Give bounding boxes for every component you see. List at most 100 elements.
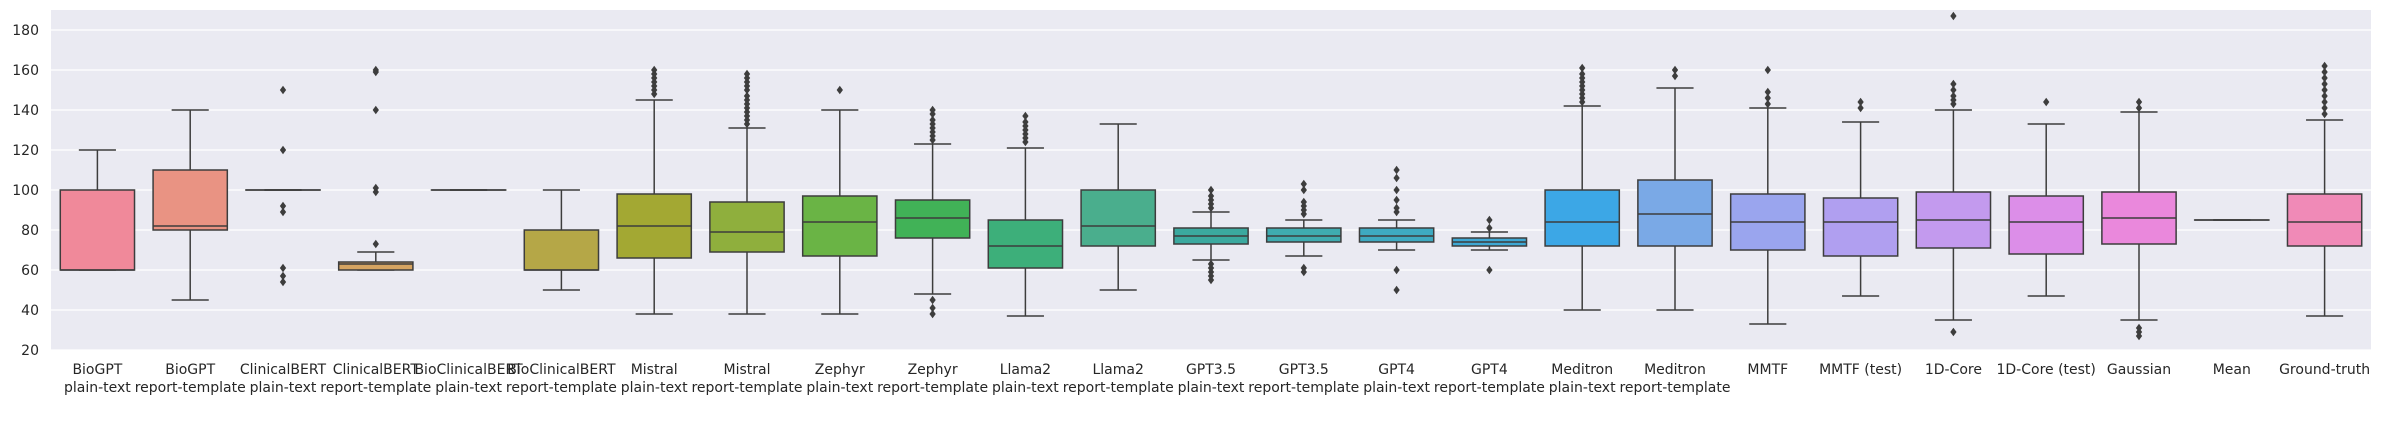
box-iqr: [987, 219, 1064, 269]
x-category-label: Zephyr plain-text: [806, 362, 873, 396]
x-category-label-line: plain-text: [1363, 380, 1430, 396]
box-8: [801, 85, 878, 315]
outlier-point: [1764, 87, 1771, 97]
x-category-label-line: plain-text: [992, 380, 1059, 396]
x-category-label-line: report-template: [1434, 380, 1545, 396]
x-category-label: Zephyr report-template: [877, 362, 988, 396]
x-category-label-line: BioGPT: [72, 362, 122, 378]
outlier-point: [1579, 69, 1586, 79]
outlier-point: [1764, 93, 1771, 103]
x-category-label-line: GPT3.5: [1279, 362, 1329, 378]
outlier-point: [1207, 185, 1215, 195]
x-category-label: Meditron plain-text: [1549, 362, 1616, 396]
outlier-point: [2321, 109, 2328, 119]
x-category-label-line: Llama2: [1000, 362, 1051, 378]
x-category-label-line: report-template: [135, 380, 246, 396]
x-category-label-line: plain-text: [806, 380, 873, 396]
y-tick-label: 140: [12, 103, 39, 119]
y-tick-label: 180: [12, 23, 39, 39]
x-category-label-line: plain-text: [435, 380, 502, 396]
outlier-point: [1393, 185, 1400, 195]
outlier-point: [279, 277, 287, 287]
box-iqr: [523, 229, 600, 271]
x-category-label: Llama2 plain-text: [992, 362, 1059, 396]
outlier-point: [2321, 61, 2328, 71]
x-category-label: MMTF (test): [1819, 362, 1902, 378]
x-category-label: Meditron report-template: [1619, 362, 1730, 396]
outlier-point: [1857, 97, 1864, 107]
outlier-point: [1764, 99, 1771, 109]
box-iqr: [152, 169, 229, 231]
outlier-point: [836, 85, 843, 95]
outlier-point: [2135, 323, 2143, 333]
box-1: [152, 109, 229, 301]
outlier-point: [1671, 71, 1679, 81]
outlier-point: [2043, 97, 2050, 107]
outlier-point: [2321, 73, 2328, 83]
x-category-label: ClinicalBERT plain-text: [240, 362, 327, 396]
box-iqr: [59, 189, 136, 271]
box-16: [1544, 63, 1621, 311]
x-category-label: 1D-Core: [1925, 362, 1982, 378]
box-iqr: [1080, 189, 1157, 247]
x-category-label-line: Mistral: [724, 362, 771, 378]
outlier-point: [743, 91, 751, 101]
outlier-point: [279, 85, 287, 95]
outlier-point: [1393, 265, 1400, 275]
box-14: [1358, 165, 1435, 295]
x-category-label-line: Mean: [2213, 362, 2251, 378]
x-category-label: MMTF: [1747, 362, 1788, 378]
outlier-point: [2321, 85, 2328, 95]
x-category-label-line: plain-text: [1178, 380, 1245, 396]
x-category-label-line: Gaussian: [2107, 362, 2171, 378]
x-category-label-line: report-template: [877, 380, 988, 396]
outlier-point: [1579, 63, 1586, 73]
outlier-point: [929, 295, 936, 305]
outlier-point: [1393, 195, 1400, 205]
outlier-point: [372, 67, 379, 77]
x-category-label: ClinicalBERT report-template: [320, 362, 431, 396]
outlier-point: [2135, 103, 2143, 113]
box-10: [987, 111, 1064, 317]
outlier-point: [1486, 265, 1493, 275]
box-iqr: [709, 201, 785, 253]
box-iqr: [1265, 227, 1342, 243]
box-iqr: [801, 195, 878, 257]
box-iqr: [1637, 179, 1713, 247]
x-category-label: Llama2 report-template: [1063, 362, 1174, 396]
x-category-label-line: plain-text: [621, 380, 688, 396]
outlier-point: [929, 303, 936, 313]
box-3: [337, 65, 414, 271]
box-6: [616, 65, 693, 315]
box-iqr: [2008, 195, 2085, 255]
x-category-label: BioClinicalBERT plain-text: [414, 362, 523, 396]
outlier-point: [1022, 117, 1029, 127]
outlier-point: [1950, 79, 1957, 89]
outlier-point: [372, 239, 379, 249]
box-iqr: [1544, 189, 1621, 247]
outlier-point: [2321, 97, 2328, 107]
outlier-point: [1393, 285, 1400, 295]
outlier-point: [929, 115, 936, 125]
box-17: [1637, 65, 1713, 311]
x-category-label: Mistral plain-text: [621, 362, 688, 396]
x-category-label-line: Zephyr: [908, 362, 958, 378]
outlier-point: [1207, 191, 1215, 201]
box-22: [2101, 97, 2177, 341]
x-category-label-line: BioClinicalBERT: [507, 362, 616, 378]
outlier-point: [2135, 97, 2143, 107]
box-iqr: [1358, 227, 1435, 243]
outlier-point: [1764, 65, 1771, 75]
outlier-point: [929, 105, 936, 115]
x-category-label: BioGPT plain-text: [64, 362, 131, 396]
outlier-point: [1486, 223, 1493, 233]
box-7: [709, 69, 785, 315]
box-20: [1915, 11, 1992, 337]
x-category-label-line: Zephyr: [815, 362, 865, 378]
box-2: [245, 85, 321, 287]
x-category-label: GPT4 report-template: [1434, 362, 1545, 396]
x-category-label-line: 1D-Core: [1925, 362, 1982, 378]
y-tick-label: 40: [21, 303, 39, 319]
x-category-label-line: plain-text: [250, 380, 317, 396]
